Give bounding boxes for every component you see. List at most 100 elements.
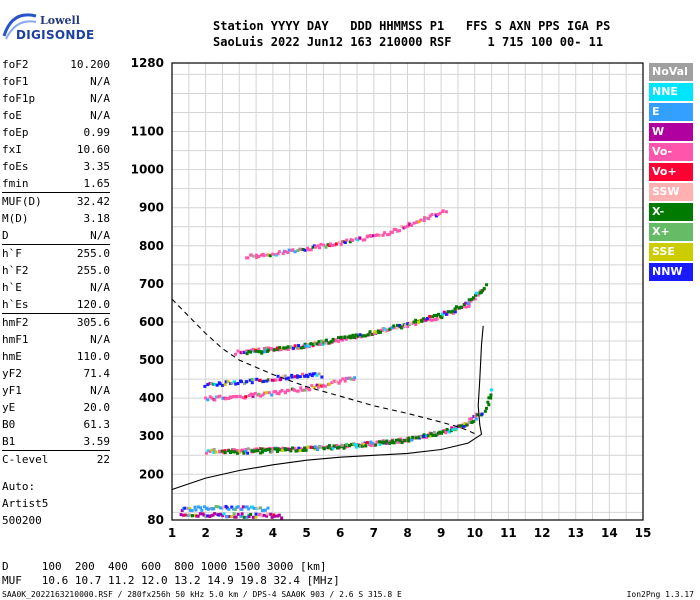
echo-point	[364, 334, 368, 338]
echo-point	[214, 395, 218, 399]
echo-point	[214, 450, 218, 454]
echo-point	[467, 421, 471, 425]
echo-point	[403, 438, 407, 442]
echo-point	[223, 449, 227, 453]
echo-point	[297, 344, 301, 348]
echo-point	[456, 424, 460, 428]
logo-swoosh-icon	[2, 13, 37, 40]
echo-point	[359, 445, 363, 449]
echo-point	[254, 512, 258, 516]
echo-point	[348, 240, 352, 244]
echo-point	[247, 507, 251, 511]
echo-point	[233, 380, 237, 384]
echo-point	[280, 448, 284, 452]
y-tick-label: 300	[139, 429, 164, 443]
echo-point	[415, 220, 419, 224]
echo-point	[309, 248, 313, 252]
echo-point	[407, 436, 411, 440]
echo-point	[317, 372, 321, 376]
y-tick-label: 800	[139, 239, 164, 253]
echo-point	[308, 372, 312, 376]
echo-point	[385, 233, 389, 237]
echo-point	[262, 254, 266, 258]
echo-point	[337, 445, 341, 449]
echo-point	[287, 376, 291, 380]
echo-point	[241, 396, 245, 400]
echo-point	[410, 321, 414, 325]
echo-point	[259, 506, 263, 510]
echo-point	[290, 375, 294, 379]
echo-point	[340, 240, 344, 244]
echo-point	[257, 392, 261, 396]
param-name: yF2	[2, 367, 22, 380]
param-name: foF2	[2, 58, 29, 71]
program-version: Ion2Png 1.3.17	[626, 590, 694, 599]
echo-point	[239, 351, 243, 355]
echo-point	[235, 451, 239, 455]
echo-point	[284, 377, 288, 381]
echo-point	[425, 216, 429, 220]
echo-point	[342, 446, 346, 450]
auto-label: Auto:	[2, 480, 36, 493]
echo-point	[310, 384, 314, 388]
echo-point	[234, 382, 238, 386]
echo-point	[464, 301, 468, 305]
echo-point	[437, 316, 441, 320]
echo-point	[208, 395, 212, 399]
echo-point	[181, 513, 185, 517]
echo-point	[303, 342, 307, 346]
echo-point	[204, 396, 208, 400]
echo-point	[241, 505, 245, 509]
echo-point	[191, 514, 195, 518]
echo-point	[438, 211, 442, 215]
echo-point	[466, 301, 470, 305]
echo-point	[480, 412, 484, 416]
echo-point	[244, 447, 248, 451]
echo-point	[361, 238, 365, 242]
echo-point	[278, 346, 282, 350]
echo-point	[428, 214, 432, 218]
echo-point	[343, 335, 347, 339]
echo-point	[398, 439, 402, 443]
echo-point	[356, 334, 360, 338]
x-tick-label: 9	[437, 526, 445, 540]
station-header-labels: Station YYYY DAY DDD HHMMSS P1 FFS S AXN…	[213, 19, 611, 33]
x-tick-label: 7	[370, 526, 378, 540]
echo-point	[412, 320, 416, 324]
echo-point	[468, 417, 472, 421]
echo-point	[444, 431, 448, 435]
echo-point	[303, 248, 307, 252]
echo-point	[257, 350, 261, 354]
echo-point	[260, 509, 264, 513]
echo-point	[337, 339, 341, 343]
echo-point	[290, 373, 294, 377]
echo-point	[345, 442, 349, 446]
echo-point	[422, 434, 426, 438]
echo-point	[209, 514, 213, 518]
echo-point	[193, 505, 197, 509]
echo-point	[224, 397, 228, 401]
echo-point	[293, 250, 297, 254]
echo-point	[251, 347, 255, 351]
echo-point	[232, 512, 236, 516]
echo-point	[364, 444, 368, 448]
echo-point	[378, 440, 382, 444]
echo-point	[267, 378, 271, 382]
echo-point	[203, 384, 207, 388]
echo-point	[206, 398, 210, 402]
echo-point	[239, 449, 243, 453]
echo-point	[254, 349, 258, 353]
echo-point	[196, 505, 200, 509]
echo-point	[473, 415, 477, 419]
param-name: M(D)	[2, 212, 29, 225]
echo-point	[230, 381, 234, 385]
echo-point	[257, 347, 261, 351]
echo-point	[319, 242, 323, 246]
y-tick-label: 1000	[131, 163, 164, 177]
echo-point	[388, 232, 392, 236]
echo-point	[392, 324, 396, 328]
echo-point	[259, 394, 263, 398]
echo-point	[249, 392, 253, 396]
echo-point	[399, 325, 403, 329]
echo-point	[424, 435, 428, 439]
